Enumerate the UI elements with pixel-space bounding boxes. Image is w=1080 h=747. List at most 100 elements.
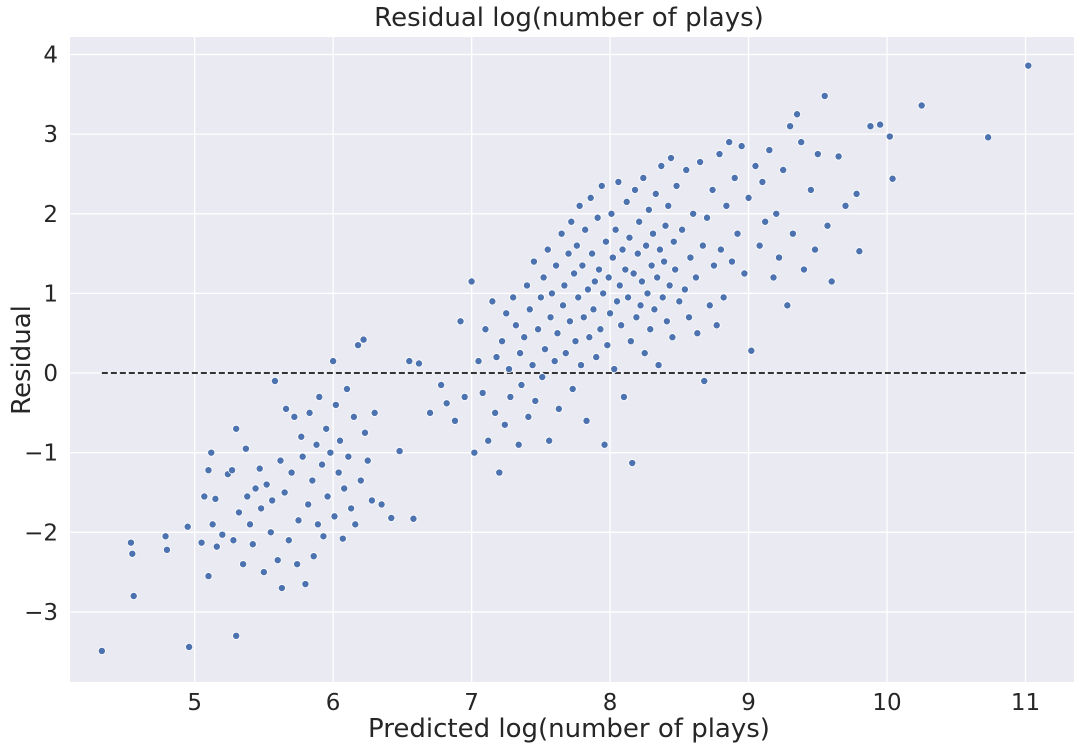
scatter-point xyxy=(239,560,248,569)
scatter-point xyxy=(437,380,446,389)
scatter-point xyxy=(709,261,718,270)
y-tick-label: 4 xyxy=(43,43,58,69)
scatter-point xyxy=(596,325,605,334)
scatter-point xyxy=(315,392,324,401)
scatter-point xyxy=(308,476,317,485)
scatter-point xyxy=(606,309,615,318)
scatter-point xyxy=(336,436,345,445)
scatter-point xyxy=(625,233,634,242)
scatter-point xyxy=(603,341,612,350)
scatter-point xyxy=(545,436,554,445)
scatter-point xyxy=(313,520,322,529)
scatter-point xyxy=(650,305,659,314)
scatter-point xyxy=(354,341,363,350)
scatter-point xyxy=(481,325,490,334)
scatter-point xyxy=(588,249,597,258)
scatter-point xyxy=(266,528,275,537)
scatter-point xyxy=(876,120,885,129)
scatter-point xyxy=(730,173,739,182)
scatter-point xyxy=(583,285,592,294)
scatter-point xyxy=(506,392,515,401)
scatter-point xyxy=(786,122,795,131)
scatter-point xyxy=(97,646,106,655)
scatter-point xyxy=(626,337,635,346)
scatter-point xyxy=(813,150,822,159)
scatter-point xyxy=(351,520,360,529)
scatter-point xyxy=(705,301,714,310)
scatter-point xyxy=(511,321,520,330)
scatter-point xyxy=(349,412,358,421)
scatter-point xyxy=(607,209,616,218)
scatter-point xyxy=(450,416,459,425)
scatter-point xyxy=(426,408,435,417)
scatter-point xyxy=(834,152,843,161)
scatter-point xyxy=(241,444,250,453)
scatter-point xyxy=(618,245,627,254)
scatter-point xyxy=(820,91,829,100)
scatter-point xyxy=(546,313,555,322)
scatter-point xyxy=(293,560,302,569)
y-tick-label: 1 xyxy=(43,281,58,307)
scatter-point xyxy=(917,101,926,110)
scatter-point xyxy=(280,488,289,497)
chart-title: Residual log(number of plays) xyxy=(374,3,764,33)
scatter-point xyxy=(129,592,138,601)
scatter-point xyxy=(319,532,328,541)
scatter-point xyxy=(367,496,376,505)
y-tick-label: −1 xyxy=(24,441,58,467)
scatter-point xyxy=(273,556,282,565)
scatter-point xyxy=(589,305,598,314)
scatter-point xyxy=(585,333,594,342)
x-tick-labels: 5 6 7 8 9 10 11 xyxy=(187,690,1040,716)
scatter-point xyxy=(442,399,451,408)
scatter-point xyxy=(340,484,349,493)
scatter-point xyxy=(678,225,687,234)
scatter-point xyxy=(338,534,347,543)
scatter-point xyxy=(600,440,609,449)
x-tick-label: 6 xyxy=(326,690,341,716)
scatter-point xyxy=(287,468,296,477)
scatter-point xyxy=(359,335,368,344)
scatter-point xyxy=(565,317,574,326)
scatter-point xyxy=(651,189,660,198)
scatter-point xyxy=(755,241,764,250)
scatter-point xyxy=(305,408,314,417)
scatter-point xyxy=(657,161,666,170)
scatter-point xyxy=(259,568,268,577)
scatter-point xyxy=(356,476,365,485)
scatter-point xyxy=(698,241,707,250)
scatter-point xyxy=(474,357,483,366)
y-tick-label: 2 xyxy=(43,202,58,228)
scatter-point xyxy=(793,110,802,119)
scatter-point xyxy=(696,158,705,167)
scatter-point xyxy=(599,289,608,298)
scatter-point xyxy=(204,466,213,475)
scatter-point xyxy=(693,329,702,338)
scatter-point xyxy=(246,520,255,529)
scatter-point xyxy=(460,392,469,401)
scatter-point xyxy=(557,229,566,238)
scatter-point xyxy=(672,181,681,190)
scatter-point xyxy=(655,245,664,254)
scatter-point xyxy=(649,229,658,238)
scatter-point xyxy=(611,225,620,234)
scatter-point xyxy=(852,189,861,198)
scatter-point xyxy=(783,301,792,310)
scatter-point xyxy=(574,293,583,302)
scatter-point xyxy=(323,492,332,501)
scatter-point xyxy=(646,325,655,334)
scatter-point xyxy=(504,365,513,374)
scatter-point xyxy=(811,245,820,254)
scatter-point xyxy=(635,217,644,226)
scatter-point xyxy=(806,185,815,194)
scatter-point xyxy=(751,161,760,170)
scatter-point xyxy=(644,205,653,214)
scatter-point xyxy=(277,584,286,593)
scatter-point xyxy=(301,580,310,589)
scatter-point xyxy=(344,452,353,461)
scatter-point xyxy=(740,269,749,278)
scatter-point xyxy=(211,494,220,503)
scatter-point xyxy=(161,532,170,541)
y-tick-label: 3 xyxy=(43,122,58,148)
scatter-point xyxy=(682,165,691,174)
